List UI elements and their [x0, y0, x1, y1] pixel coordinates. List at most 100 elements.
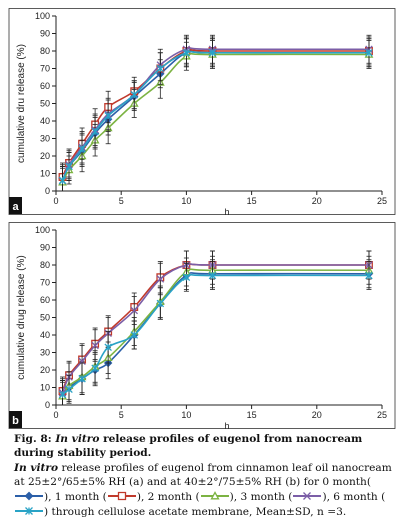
- figure-caption: Fig. 8: In vitro release profiles of eug…: [14, 432, 398, 520]
- legend-swatch-graphic: [15, 507, 43, 515]
- x-tick-label: 5: [119, 410, 124, 420]
- data-point: [182, 273, 191, 282]
- data-point: [65, 385, 73, 394]
- legend-swatch-0-month: [14, 491, 44, 505]
- y-tick-label: 40: [40, 116, 50, 126]
- x-tick-label: 0: [53, 410, 58, 420]
- y-tick-label: 0: [45, 400, 50, 410]
- caption-title-prefix: Fig. 8:: [14, 433, 56, 445]
- legend-swatch-1-month: [107, 491, 137, 505]
- data-point: [91, 127, 99, 136]
- panel-tag: b: [12, 415, 19, 427]
- legend-marker: [25, 507, 33, 515]
- x-tick-label: 20: [312, 196, 322, 206]
- data-point: [58, 176, 67, 185]
- x-tick-label: 15: [247, 410, 257, 420]
- y-tick-label: 10: [40, 169, 50, 179]
- x-axis-label: h: [224, 207, 229, 216]
- x-tick-label: 0: [53, 196, 58, 206]
- y-tick-label: 100: [35, 11, 50, 21]
- legend-swatch-graphic: [200, 490, 229, 500]
- y-tick-label: 20: [40, 365, 50, 375]
- y-tick-label: 10: [40, 383, 50, 393]
- caption-body-6: ) through cellulose acetate membrane, Me…: [44, 506, 347, 519]
- x-tick-label: 15: [247, 196, 257, 206]
- x-tick-label: 10: [181, 196, 191, 206]
- data-point: [156, 299, 165, 308]
- data-point: [365, 271, 373, 280]
- data-point: [130, 306, 138, 315]
- data-point: [91, 364, 99, 373]
- x-tick-label: 25: [377, 410, 387, 420]
- series-6-month: [58, 38, 373, 192]
- y-tick-label: 30: [40, 134, 50, 144]
- y-tick-label: 30: [40, 348, 50, 358]
- panel-tag-box: [9, 411, 22, 428]
- y-tick-label: 50: [40, 313, 50, 323]
- caption-body: In vitro release profiles of eugenol fro…: [14, 461, 398, 521]
- data-point: [78, 374, 86, 383]
- chart-panel-a: a 0 10 20 30 40 50 60 70 80 90 100 0 5 10 15 20 25 h cumula…: [8, 8, 396, 216]
- legend-marker: [303, 491, 312, 500]
- legend-swatch-3-month: [292, 491, 322, 505]
- panel-tag-box: [9, 197, 22, 214]
- data-point: [208, 271, 217, 280]
- caption-body-4: ), 3 month (: [229, 490, 293, 503]
- legend-marker: [24, 491, 34, 501]
- caption-body-5: ), 6 month (: [322, 490, 386, 503]
- legend-swatch-graphic: [15, 491, 43, 501]
- data-point: [91, 341, 99, 350]
- y-tick-label: 80: [40, 46, 50, 56]
- y-tick-label: 70: [40, 64, 50, 74]
- caption-body-2: ), 1 month (: [44, 490, 107, 503]
- data-point: [365, 48, 373, 57]
- data-point: [130, 331, 138, 339]
- legend-swatch-2-month: [200, 490, 230, 505]
- legend-marker: [117, 491, 126, 500]
- legend-swatch-graphic: [293, 491, 322, 500]
- caption-body-1: release profiles of eugenol from cinnamo…: [14, 461, 392, 489]
- panel-frame: [8, 8, 396, 215]
- data-point: [78, 357, 86, 366]
- data-point: [65, 162, 73, 171]
- y-tick-label: 20: [40, 151, 50, 161]
- panel-frame: [8, 222, 396, 429]
- y-tick-label: 0: [45, 186, 50, 196]
- y-tick-label: 90: [40, 29, 50, 39]
- y-tick-label: 90: [40, 243, 50, 253]
- y-tick-label: 100: [35, 225, 50, 235]
- legend-swatch-6-month: [14, 506, 44, 520]
- data-point: [130, 90, 138, 99]
- y-axis-label: cumulative drug release (%): [16, 255, 27, 380]
- y-tick-label: 50: [40, 99, 50, 109]
- data-point: [156, 64, 165, 73]
- y-tick-label: 40: [40, 330, 50, 340]
- data-point: [156, 275, 165, 283]
- panel-tag: a: [12, 201, 19, 213]
- data-point: [208, 48, 217, 57]
- y-tick-label: 70: [40, 278, 50, 288]
- caption-body-3: ), 2 month (: [136, 490, 200, 503]
- caption-body-lead: In vitro: [14, 461, 59, 474]
- caption-title-italic: In vitro: [55, 433, 100, 445]
- data-point: [182, 48, 191, 57]
- y-axis-label: cumulative dru release (%): [16, 44, 27, 163]
- x-tick-label: 10: [181, 410, 191, 420]
- caption-title: Fig. 8: In vitro release profiles of eug…: [14, 432, 398, 461]
- chart-panel-b: b 0 10 20 30 40 50 60 70 80 90 100 0 5 10 15 20 25 h cumula…: [8, 222, 396, 430]
- y-tick-label: 80: [40, 260, 50, 270]
- series-6-month: [58, 261, 373, 406]
- y-tick-label: 60: [40, 295, 50, 305]
- data-point: [104, 343, 112, 352]
- data-point: [58, 390, 67, 399]
- legend-marker: [210, 490, 220, 500]
- x-tick-label: 25: [377, 196, 387, 206]
- y-tick-label: 60: [40, 81, 50, 91]
- data-point: [104, 111, 112, 120]
- x-tick-label: 20: [312, 410, 322, 420]
- x-tick-label: 5: [119, 196, 124, 206]
- x-axis-label: h: [224, 421, 229, 430]
- legend-swatch-graphic: [107, 491, 136, 500]
- caption-title-rest: release profiles of eugenol from nanocre…: [14, 433, 363, 460]
